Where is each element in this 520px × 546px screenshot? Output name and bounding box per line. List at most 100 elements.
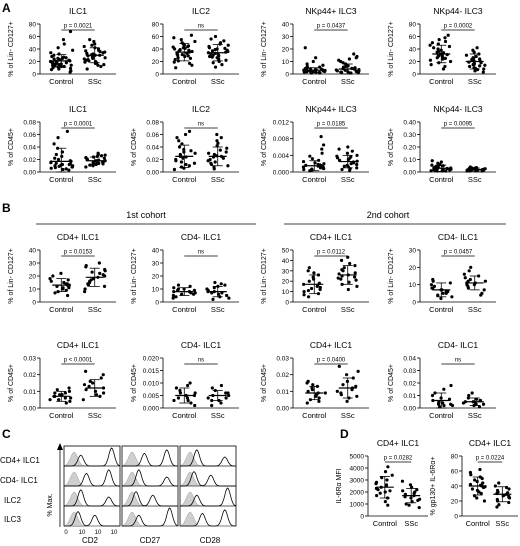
chart-title: CD4- ILC1 bbox=[181, 340, 221, 350]
p-value-label: p = 0.0224 bbox=[476, 456, 505, 462]
data-point bbox=[179, 38, 183, 42]
data-point bbox=[103, 56, 107, 60]
data-point bbox=[97, 161, 101, 165]
x-category-label: Control bbox=[172, 305, 197, 314]
data-point bbox=[64, 288, 68, 292]
y-tick-label: 5000 bbox=[350, 454, 365, 461]
chart-d2: 0 20 40 60 80 CD4+ ILC1 % gp130+ IL-6Rα+ Contro… bbox=[430, 438, 518, 528]
chart-title: CD4+ ILC1 bbox=[310, 232, 353, 242]
flow-isotype-histogram bbox=[121, 511, 178, 527]
data-point bbox=[482, 499, 487, 503]
chart-title: CD4- ILC1 bbox=[438, 340, 478, 350]
data-point bbox=[311, 383, 315, 387]
data-point bbox=[495, 497, 499, 502]
data-point bbox=[103, 153, 107, 157]
data-point bbox=[337, 58, 341, 62]
panel-letter-a: A bbox=[2, 1, 11, 15]
p-value-label: p = 0.0437 bbox=[317, 24, 346, 30]
data-point bbox=[317, 158, 321, 162]
data-point bbox=[226, 164, 230, 168]
data-point bbox=[52, 57, 56, 61]
data-point bbox=[481, 481, 485, 485]
y-tick-label: 20 bbox=[152, 274, 160, 281]
data-point bbox=[208, 157, 212, 162]
flow-isotype-histogram bbox=[121, 471, 178, 487]
data-point bbox=[171, 45, 175, 49]
data-point bbox=[352, 275, 357, 279]
data-point bbox=[184, 162, 188, 167]
data-point bbox=[430, 163, 434, 167]
data-point bbox=[178, 388, 182, 393]
y-tick-label: 60 bbox=[152, 34, 160, 41]
y-tick-label: 0.00 bbox=[403, 170, 416, 177]
y-axis-label: % of CD45+ bbox=[131, 364, 138, 402]
data-point bbox=[312, 271, 316, 275]
chart-a5: 0.00 0.02 0.04 0.06 0.08 ILC1 % of CD45+ Contro… bbox=[8, 104, 116, 184]
data-point bbox=[99, 64, 103, 69]
y-tick-label: 0.08 bbox=[146, 120, 159, 127]
y-axis-label: % of Lin- CD127+ bbox=[8, 248, 15, 303]
y-tick-label: 20 bbox=[282, 279, 290, 286]
y-tick-label: 30 bbox=[409, 248, 417, 255]
chart-b4: 0 10 20 30 CD4- ILC1 % of Lin- CD127+ Control S… bbox=[388, 232, 496, 314]
data-point bbox=[429, 169, 433, 173]
y-axis-label: % of Lin- CD127+ bbox=[388, 248, 395, 303]
data-point bbox=[302, 282, 306, 286]
y-tick-label: 0.000 bbox=[273, 170, 290, 177]
y-tick-label: 0 bbox=[285, 72, 289, 79]
data-point bbox=[507, 487, 511, 491]
data-point bbox=[207, 44, 211, 49]
data-point bbox=[189, 401, 193, 405]
x-category-label: Control bbox=[302, 411, 327, 420]
data-point bbox=[68, 66, 73, 70]
y-tick-label: 0.02 bbox=[23, 157, 36, 164]
data-point bbox=[495, 505, 499, 509]
data-point bbox=[346, 145, 350, 149]
data-point bbox=[441, 291, 445, 295]
chart-b7: 0.00 0.01 0.02 0.03 CD4+ ILC1 % of CD45+ Contr… bbox=[261, 340, 369, 420]
data-point bbox=[220, 63, 224, 67]
data-point bbox=[62, 55, 66, 59]
data-point bbox=[180, 41, 184, 45]
data-point bbox=[432, 284, 437, 288]
x-category-label: Control bbox=[429, 77, 454, 86]
data-point bbox=[209, 161, 213, 165]
data-point bbox=[447, 44, 452, 49]
x-category-label: Control bbox=[49, 77, 74, 86]
data-point bbox=[475, 46, 479, 50]
data-point bbox=[94, 393, 99, 397]
data-point bbox=[384, 483, 389, 487]
data-point bbox=[478, 467, 482, 472]
data-point bbox=[101, 273, 105, 277]
data-point bbox=[192, 393, 197, 398]
y-tick-label: 30 bbox=[282, 34, 290, 41]
y-tick-label: 0.04 bbox=[403, 356, 416, 363]
chart-title: NKp44- ILC3 bbox=[433, 6, 482, 16]
data-point bbox=[334, 68, 338, 72]
data-point bbox=[98, 394, 102, 398]
data-point bbox=[310, 157, 315, 161]
data-point bbox=[69, 69, 73, 73]
data-point bbox=[91, 164, 95, 168]
data-point bbox=[467, 269, 471, 273]
y-tick-label: 0.02 bbox=[23, 372, 36, 379]
y-tick-label: 0.20 bbox=[403, 145, 416, 152]
flow-isotype-histogram bbox=[179, 511, 236, 527]
data-point bbox=[482, 67, 486, 71]
data-point bbox=[443, 64, 447, 69]
data-point bbox=[413, 490, 417, 494]
flow-row-label-2: ILC2 bbox=[4, 496, 21, 505]
y-tick-label: 0.02 bbox=[276, 372, 289, 379]
data-point bbox=[388, 489, 392, 493]
data-point bbox=[56, 157, 61, 162]
flow-row-label-1: CD4- ILC1 bbox=[0, 476, 38, 485]
data-point bbox=[336, 276, 340, 280]
data-point bbox=[473, 69, 477, 73]
data-point bbox=[51, 274, 55, 278]
data-point bbox=[174, 295, 178, 299]
data-point bbox=[219, 383, 224, 388]
data-point bbox=[470, 391, 474, 395]
y-tick-label: 0.00 bbox=[146, 170, 159, 177]
p-value-label: p = 0.0400 bbox=[317, 358, 346, 364]
data-point bbox=[187, 61, 192, 65]
